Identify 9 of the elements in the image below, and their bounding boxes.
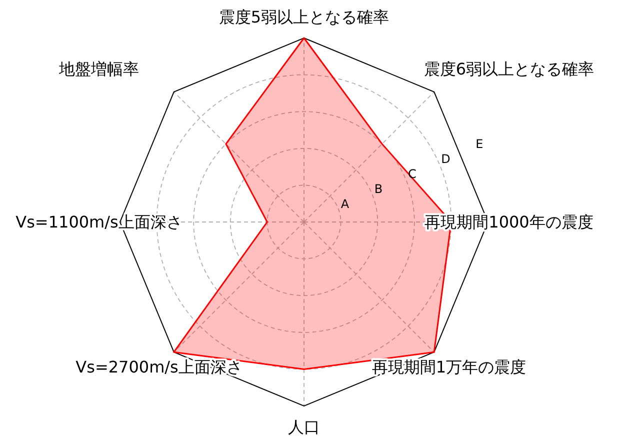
y-tick-label: D [441, 152, 450, 166]
y-tick-label: E [476, 136, 484, 151]
y-tick-label: C [408, 166, 416, 181]
y-tick-label: A [340, 196, 350, 211]
spoke-label: 地盤増幅率 [58, 60, 140, 79]
spoke-label: 震度6弱以上となる確率 [424, 60, 594, 79]
spoke-label: 人口 [288, 418, 320, 436]
y-tick-label: B [374, 182, 383, 196]
spoke-label: 震度5弱以上となる確率 [218, 8, 390, 26]
